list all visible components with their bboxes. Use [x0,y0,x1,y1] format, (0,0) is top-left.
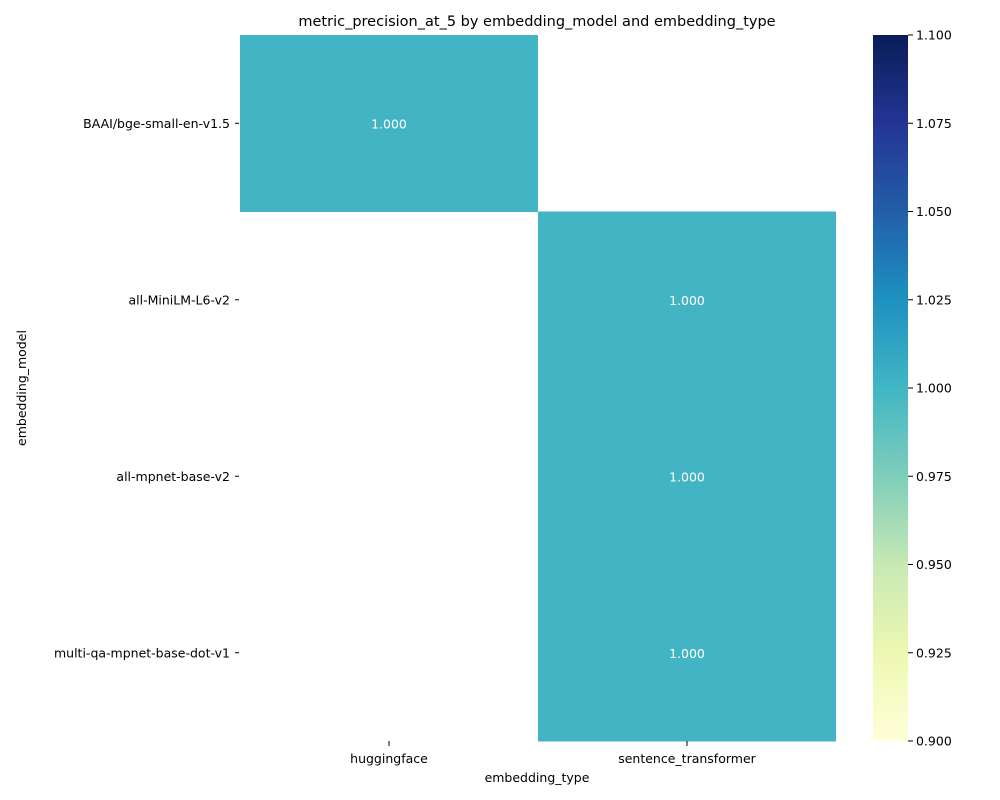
colorbar-tick-label: 0.925 [916,645,952,660]
x-axis-label: embedding_type [485,770,590,785]
colorbar [873,35,908,741]
colorbar-tick-label: 1.025 [916,292,952,307]
cell-value-label: 1.000 [669,646,705,661]
chart-title: metric_precision_at_5 by embedding_model… [298,14,775,30]
heatmap-cell [240,35,538,212]
y-tick-label: multi-qa-mpnet-base-dot-v1 [54,645,230,660]
colorbar-tick-label: 0.975 [916,469,952,484]
y-tick-label: all-MiniLM-L6-v2 [129,292,230,307]
colorbar-ticks: 0.900 0.925 0.950 0.975 1.000 1.025 1.050 1.075… [908,28,952,749]
x-tick-labels: huggingface sentence_transformer [350,741,757,766]
colorbar-tick-label: 0.950 [916,557,952,572]
heatmap-cell [538,388,836,565]
colorbar-tick-label: 1.075 [916,116,952,131]
colorbar-tick-label: 1.000 [916,381,952,396]
heatmap-cell [538,211,836,389]
heatmap-cell [538,564,836,742]
y-tick-labels: BAAI/bge-small-en-v1.5 all-MiniLM-L6-v2 al… [54,116,239,660]
y-tick-label: all-mpnet-base-v2 [116,469,230,484]
y-axis-label: embedding_model [14,330,29,446]
colorbar-tick-label: 0.900 [916,734,952,749]
cell-value-label: 1.000 [371,116,407,131]
cell-value-label: 1.000 [669,469,705,484]
cell-value-label: 1.000 [669,293,705,308]
x-tick-label: huggingface [350,751,428,766]
heatmap-cells: 1.000 1.000 1.000 1.000 [240,35,836,742]
x-tick-label: sentence_transformer [618,751,756,766]
y-tick-label: BAAI/bge-small-en-v1.5 [83,116,230,131]
colorbar-tick-label: 1.100 [916,28,952,43]
colorbar-tick-label: 1.050 [916,204,952,219]
